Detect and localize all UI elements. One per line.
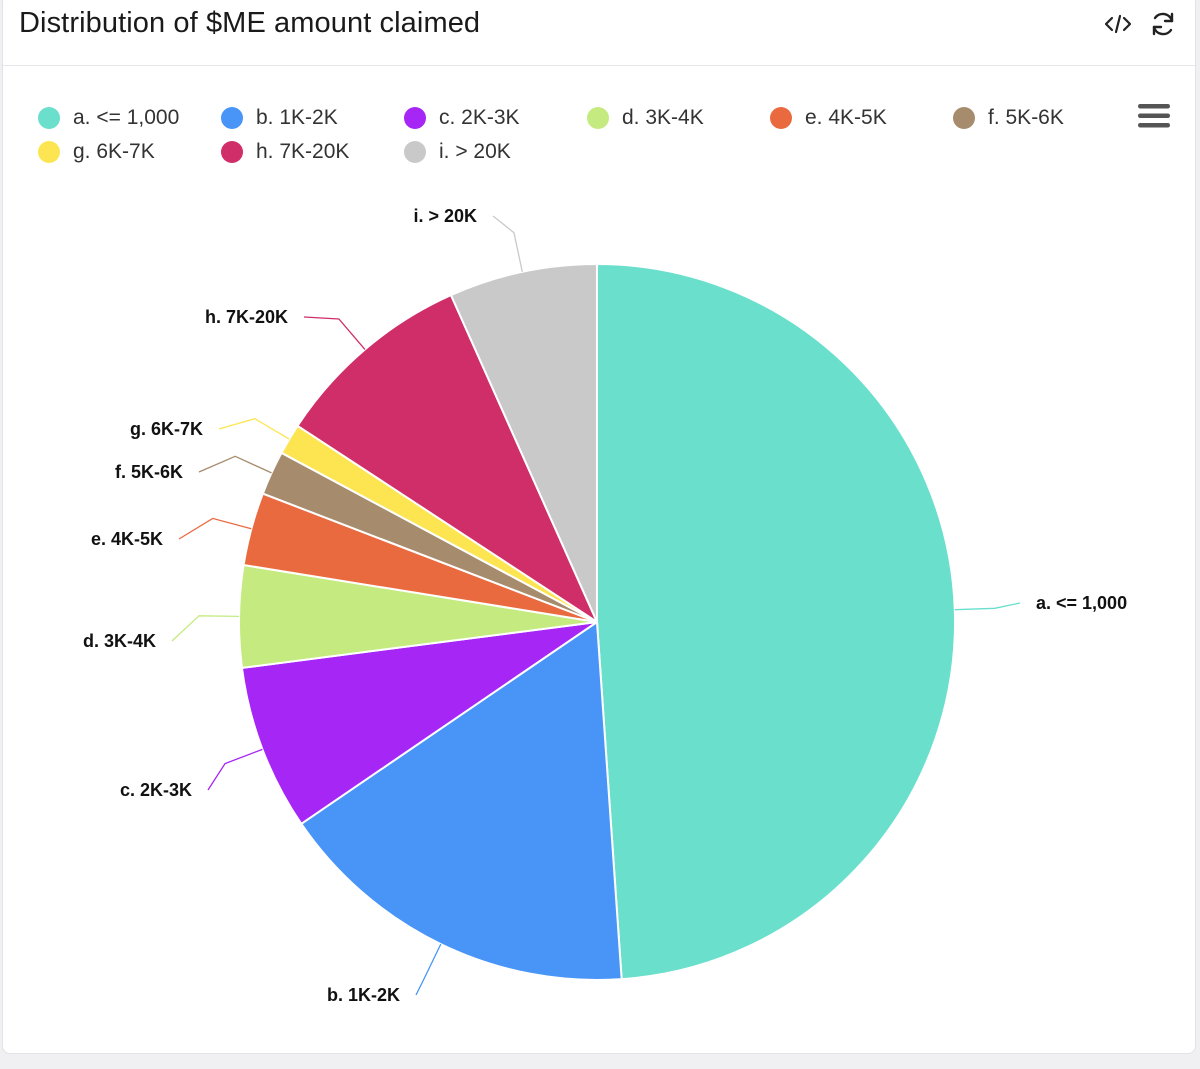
leader-line [415,943,442,996]
legend-label: d. 3K-4K [622,106,704,129]
legend-swatch [770,107,792,129]
slice-label: h. 7K-20K [205,307,288,327]
legend-label: e. 4K-5K [805,106,887,129]
legend-swatch [404,107,426,129]
legend-label: i. > 20K [439,140,511,163]
legend-item[interactable]: a. <= 1,000 [38,104,179,132]
legend-item[interactable]: i. > 20K [404,138,511,166]
code-embed-icon[interactable] [1103,9,1133,39]
refresh-icon[interactable] [1148,9,1178,39]
slice-label: c. 2K-3K [120,780,192,800]
pie-slice[interactable] [296,294,598,623]
legend-swatch [221,107,243,129]
legend-swatch [38,107,60,129]
leader-line [492,215,523,273]
slice-label: f. 5K-6K [115,462,183,482]
slice-label: b. 1K-2K [327,985,400,1005]
leader-line [218,417,290,440]
slice-label: a. <= 1,000 [1036,593,1127,613]
slice-label: g. 6K-7K [130,419,203,439]
pie-slice[interactable] [240,621,598,825]
legend-label: a. <= 1,000 [73,106,180,129]
leader-line [954,602,1021,611]
legend-item[interactable]: g. 6K-7K [38,138,155,166]
legend-label: b. 1K-2K [256,106,338,129]
legend-swatch [587,107,609,129]
legend-item[interactable]: d. 3K-4K [587,104,704,132]
legend-item[interactable]: b. 1K-2K [221,104,338,132]
legend-label: f. 5K-6K [988,106,1064,129]
legend-item[interactable]: f. 5K-6K [953,104,1064,132]
legend-label: h. 7K-20K [256,140,350,163]
leader-line [207,748,263,791]
legend-swatch [953,107,975,129]
legend-item[interactable]: c. 2K-3K [404,104,520,132]
legend-item[interactable]: h. 7K-20K [221,138,349,166]
leader-line [178,517,252,540]
leader-line [303,316,366,350]
slice-label: i. > 20K [413,206,477,226]
pie-slice[interactable] [596,263,956,981]
slice-label: e. 4K-5K [91,529,163,549]
legend-label: g. 6K-7K [73,140,155,163]
legend-item[interactable]: e. 4K-5K [770,104,887,132]
legend-swatch [404,141,426,163]
chart-title: Distribution of $ME amount claimed [19,7,481,39]
legend-swatch [38,141,60,163]
legend-label: c. 2K-3K [439,106,520,129]
leader-line [171,615,240,642]
leader-line [198,455,272,474]
slice-label: d. 3K-4K [83,631,156,651]
card-header: Distribution of $ME amount claimed [3,0,1195,66]
hamburger-menu-icon[interactable] [1134,100,1174,132]
legend-swatch [221,141,243,163]
